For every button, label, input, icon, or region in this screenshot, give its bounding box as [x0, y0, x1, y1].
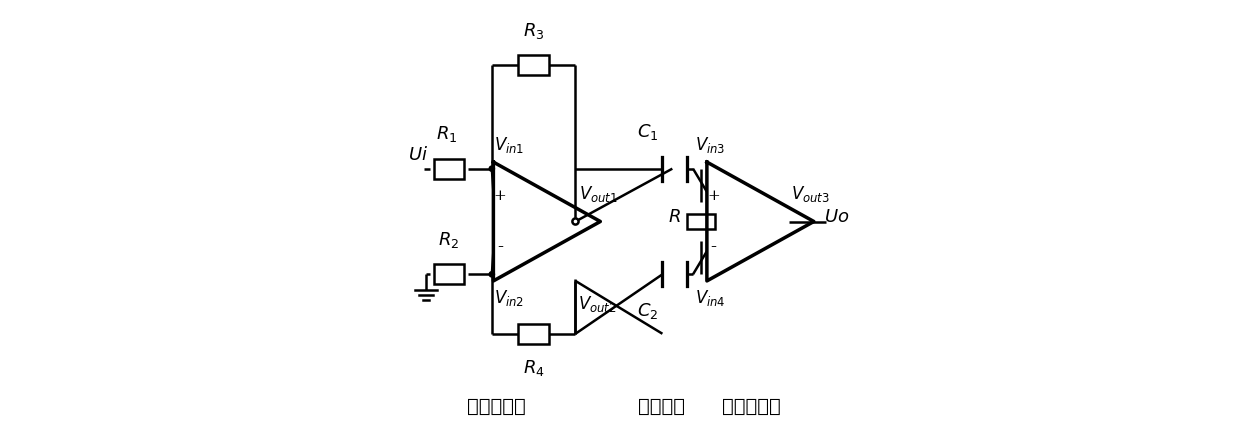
Circle shape [489, 272, 494, 277]
Text: $V_{out1}$: $V_{out1}$ [579, 184, 618, 204]
Text: +: + [493, 189, 507, 203]
Text: $Ui$: $Ui$ [408, 146, 429, 164]
Bar [518, 55, 549, 75]
Text: $V_{in1}$: $V_{in1}$ [494, 136, 524, 155]
Text: $R_1$: $R_1$ [436, 124, 457, 144]
Text: $Uo$: $Uo$ [824, 208, 850, 226]
Circle shape [489, 166, 494, 171]
Text: $C_2$: $C_2$ [637, 301, 658, 321]
Bar [518, 324, 549, 344]
Text: +: + [707, 189, 720, 203]
Circle shape [572, 218, 579, 225]
Text: 隔离部分: 隔离部分 [638, 397, 685, 416]
Text: $V_{out3}$: $V_{out3}$ [792, 184, 830, 204]
Text: $C_1$: $C_1$ [637, 122, 658, 142]
Text: $R_3$: $R_3$ [523, 21, 544, 41]
Text: $R_2$: $R_2$ [439, 230, 460, 250]
Bar [434, 159, 465, 179]
Bar [434, 264, 465, 284]
Text: $R_4$: $R_4$ [523, 358, 545, 378]
Text: $V_{out2}$: $V_{out2}$ [577, 294, 616, 314]
Text: $V_{in2}$: $V_{in2}$ [494, 288, 524, 307]
Text: -: - [497, 238, 503, 256]
Text: $V_{in3}$: $V_{in3}$ [695, 136, 726, 155]
Text: -: - [710, 238, 716, 256]
Text: 阻抗变换器: 阻抗变换器 [722, 397, 781, 416]
Text: $R$: $R$ [668, 208, 681, 226]
Bar [686, 214, 715, 229]
Text: 差分驱动器: 差分驱动器 [467, 397, 525, 416]
Text: $V_{in4}$: $V_{in4}$ [695, 288, 726, 307]
